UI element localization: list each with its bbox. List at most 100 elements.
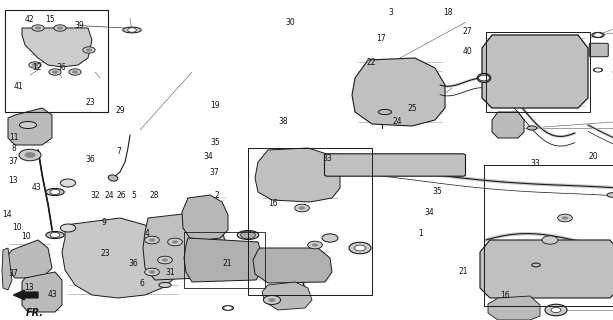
Text: 2: 2 [215, 191, 219, 200]
Text: 37: 37 [9, 269, 18, 278]
Polygon shape [255, 148, 340, 202]
Circle shape [542, 236, 558, 244]
Text: 9: 9 [102, 218, 107, 227]
Circle shape [268, 298, 276, 302]
Ellipse shape [478, 74, 491, 83]
Ellipse shape [60, 224, 75, 232]
Ellipse shape [46, 188, 64, 196]
Circle shape [149, 238, 155, 242]
Text: 37: 37 [9, 157, 18, 166]
Ellipse shape [46, 231, 64, 238]
Text: 31: 31 [166, 268, 175, 277]
Text: 13: 13 [9, 176, 18, 185]
Text: 30: 30 [286, 18, 295, 27]
Circle shape [349, 242, 371, 254]
Circle shape [49, 69, 61, 75]
Text: 29: 29 [115, 106, 125, 115]
Text: 35: 35 [433, 188, 443, 196]
Text: 7: 7 [116, 148, 121, 156]
Polygon shape [352, 58, 445, 126]
Text: 10: 10 [21, 232, 31, 241]
Ellipse shape [223, 306, 234, 310]
Circle shape [72, 70, 78, 74]
Circle shape [167, 238, 182, 246]
Polygon shape [480, 240, 613, 298]
Circle shape [29, 62, 41, 68]
Polygon shape [8, 108, 52, 145]
Text: 18: 18 [443, 8, 452, 17]
Text: 13: 13 [25, 284, 34, 292]
Circle shape [224, 306, 232, 310]
Text: 5: 5 [131, 191, 136, 200]
Circle shape [69, 69, 81, 75]
Text: 36: 36 [56, 63, 66, 72]
Text: 23: 23 [101, 249, 110, 258]
Circle shape [158, 256, 172, 264]
Text: 10: 10 [12, 223, 22, 232]
Ellipse shape [531, 263, 540, 267]
Text: 8: 8 [11, 144, 16, 153]
Text: 25: 25 [407, 104, 417, 113]
FancyBboxPatch shape [589, 43, 608, 57]
Text: 43: 43 [47, 290, 57, 299]
Circle shape [35, 26, 41, 30]
Circle shape [145, 268, 159, 276]
FancyBboxPatch shape [324, 154, 465, 176]
Text: 43: 43 [32, 183, 42, 192]
Polygon shape [182, 195, 228, 240]
Circle shape [312, 244, 318, 247]
Text: 40: 40 [462, 47, 472, 56]
Circle shape [83, 47, 95, 53]
Ellipse shape [109, 175, 118, 181]
Text: 33: 33 [322, 154, 332, 163]
Ellipse shape [607, 193, 613, 197]
Circle shape [322, 234, 338, 242]
Text: 24: 24 [104, 191, 114, 200]
Circle shape [32, 25, 44, 31]
Text: 35: 35 [211, 138, 221, 147]
Ellipse shape [20, 122, 37, 129]
Text: 36: 36 [129, 259, 139, 268]
Circle shape [558, 214, 573, 222]
Text: 28: 28 [150, 191, 159, 200]
Text: 19: 19 [210, 101, 219, 110]
Circle shape [54, 25, 66, 31]
Circle shape [57, 26, 63, 30]
Text: 41: 41 [13, 82, 23, 91]
Text: 3: 3 [389, 8, 394, 17]
Polygon shape [62, 218, 180, 298]
Circle shape [19, 149, 41, 161]
Circle shape [264, 296, 281, 305]
Polygon shape [253, 248, 332, 283]
Text: 42: 42 [25, 15, 34, 24]
Text: FR.: FR. [26, 308, 44, 318]
Circle shape [128, 28, 136, 32]
FancyArrow shape [13, 290, 38, 300]
Polygon shape [492, 112, 524, 138]
Polygon shape [22, 28, 92, 67]
Circle shape [354, 245, 365, 251]
Circle shape [32, 63, 38, 67]
Ellipse shape [60, 179, 75, 187]
Circle shape [545, 304, 567, 316]
Circle shape [299, 206, 305, 210]
Text: 38: 38 [278, 117, 288, 126]
Ellipse shape [527, 126, 537, 130]
Polygon shape [143, 212, 225, 280]
Text: 24: 24 [392, 117, 402, 126]
Circle shape [52, 70, 58, 74]
Ellipse shape [159, 283, 171, 288]
Circle shape [50, 232, 60, 237]
Text: 12: 12 [32, 63, 42, 72]
Text: 26: 26 [116, 191, 126, 200]
Circle shape [25, 152, 36, 158]
Text: 21: 21 [459, 268, 468, 276]
Text: 33: 33 [531, 159, 541, 168]
Text: 32: 32 [90, 191, 100, 200]
Circle shape [551, 308, 561, 313]
Circle shape [145, 236, 159, 244]
Text: 39: 39 [75, 21, 85, 30]
Polygon shape [8, 240, 52, 278]
Circle shape [295, 204, 310, 212]
Text: 4: 4 [145, 229, 150, 238]
